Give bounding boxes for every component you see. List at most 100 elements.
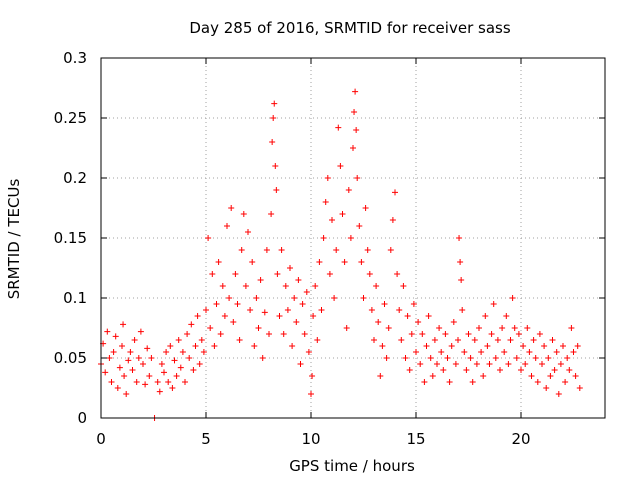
data-point (456, 235, 463, 241)
data-point (499, 325, 506, 331)
data-point (398, 337, 405, 343)
data-point (352, 88, 359, 95)
y-tick-label: 0.05 (54, 349, 87, 367)
data-point (314, 337, 321, 343)
data-point (140, 361, 146, 367)
data-point (375, 319, 382, 325)
data-point (347, 235, 354, 241)
data-point (557, 361, 564, 367)
axis-tick-labels: 0 5 10 15 20 0 0.05 0.1 0.15 0.2 0.25 0.3 (54, 49, 531, 448)
data-point (245, 229, 251, 235)
data-point (269, 139, 276, 145)
data-point (171, 357, 178, 364)
data-point (329, 217, 335, 223)
data-point (278, 247, 285, 253)
data-point (371, 337, 377, 343)
data-point (303, 289, 310, 295)
data-point (207, 325, 214, 331)
x-tick-label: 15 (406, 430, 425, 448)
data-point (360, 295, 367, 301)
data-point (247, 307, 254, 313)
data-point (161, 369, 167, 376)
data-point (234, 301, 241, 307)
data-point (251, 343, 258, 349)
data-point (534, 379, 541, 385)
data-point (295, 277, 302, 283)
data-point (482, 313, 489, 319)
data-point (230, 319, 237, 325)
data-point (402, 355, 409, 361)
data-point (471, 337, 478, 343)
data-point (353, 127, 360, 133)
data-point (232, 271, 239, 277)
data-point (417, 361, 424, 367)
data-point (209, 271, 216, 277)
data-point (177, 364, 184, 371)
data-point (305, 349, 312, 355)
data-point (196, 361, 203, 367)
data-point (261, 309, 268, 316)
data-point (415, 319, 422, 325)
data-point (553, 349, 560, 355)
data-points (98, 88, 583, 421)
data-point (249, 259, 256, 265)
data-point (116, 364, 123, 371)
data-point (364, 247, 371, 253)
data-point (146, 373, 153, 379)
data-point (446, 379, 453, 385)
data-point (448, 343, 455, 349)
data-point (518, 367, 524, 373)
data-point (106, 355, 113, 361)
data-point (190, 367, 197, 373)
data-point (173, 373, 180, 379)
data-point (119, 343, 125, 349)
data-point (555, 391, 562, 397)
data-point (366, 271, 373, 277)
data-point (291, 295, 298, 301)
data-point (568, 325, 575, 331)
data-point (505, 361, 512, 367)
data-point (293, 319, 300, 325)
data-point (322, 199, 329, 205)
data-point (442, 331, 449, 337)
data-point (318, 307, 325, 313)
data-point (457, 259, 464, 265)
data-point (379, 343, 386, 349)
data-point (564, 355, 571, 361)
data-point (169, 385, 176, 391)
y-tick-label: 0 (77, 409, 87, 427)
data-point (541, 343, 548, 349)
data-point (326, 271, 333, 277)
data-point (297, 361, 304, 367)
data-point (536, 331, 543, 337)
data-point (436, 325, 443, 331)
data-point (211, 343, 218, 349)
data-point (459, 307, 466, 313)
data-point (200, 349, 207, 355)
data-point (530, 337, 537, 343)
data-point (219, 283, 226, 289)
data-point (112, 333, 119, 340)
data-point (532, 355, 539, 361)
data-point (266, 331, 272, 337)
data-point (242, 283, 249, 289)
data-point (203, 307, 209, 313)
data-point (562, 379, 569, 385)
data-point (497, 367, 503, 373)
data-point (383, 355, 390, 361)
data-point (520, 343, 527, 349)
data-point (131, 337, 138, 343)
data-point (452, 361, 459, 367)
data-point (484, 343, 491, 349)
data-point (226, 295, 233, 301)
data-point (192, 343, 199, 349)
data-point (480, 373, 487, 379)
data-point (337, 163, 344, 169)
data-point (271, 100, 278, 107)
data-point (341, 259, 348, 265)
data-point (205, 235, 212, 241)
data-point (368, 307, 375, 313)
data-point (463, 367, 470, 373)
data-point (345, 187, 352, 193)
data-point (492, 355, 499, 361)
